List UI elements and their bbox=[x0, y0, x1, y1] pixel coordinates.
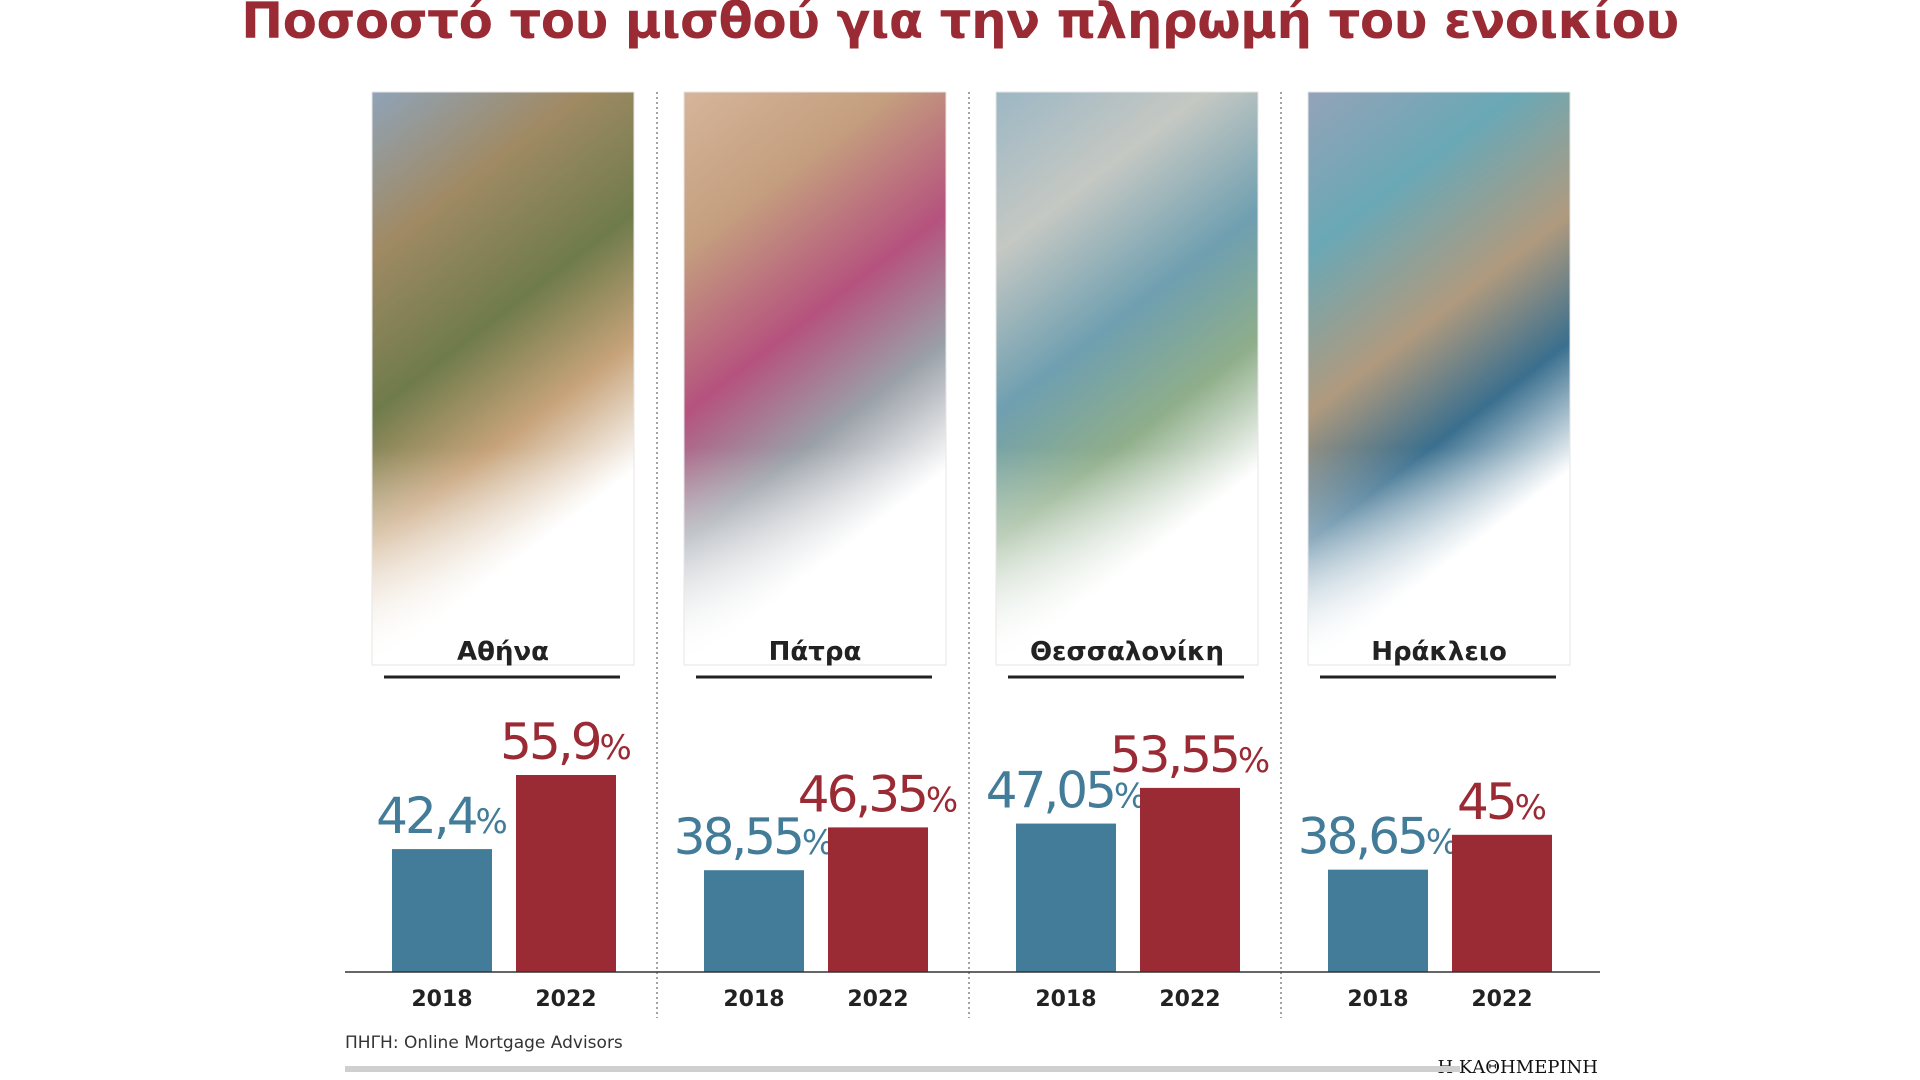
year-label: 2022 bbox=[847, 987, 908, 1012]
data-label-2022: 55,9% bbox=[500, 713, 632, 771]
year-label: 2018 bbox=[1347, 987, 1408, 1012]
city-photo-fade bbox=[372, 92, 634, 665]
year-label: 2018 bbox=[411, 987, 472, 1012]
bar-2018 bbox=[1016, 823, 1116, 972]
city-label: Αθήνα bbox=[457, 637, 549, 667]
bar-2022 bbox=[516, 775, 616, 972]
year-label: 2022 bbox=[535, 987, 596, 1012]
chart-title: Ποσοστό του μισθού για την πληρωμή του ε… bbox=[241, 0, 1679, 50]
year-label: 2018 bbox=[723, 987, 784, 1012]
data-label-2022: 45% bbox=[1457, 773, 1547, 831]
bar-2018 bbox=[392, 849, 492, 972]
city-photo-frame bbox=[371, 91, 635, 666]
bar-2018 bbox=[704, 870, 804, 972]
year-label: 2022 bbox=[1159, 987, 1220, 1012]
data-label-2022: 53,55% bbox=[1110, 726, 1270, 784]
city-photo-fade bbox=[684, 92, 946, 665]
bar-2022 bbox=[1140, 787, 1240, 972]
bar-2018 bbox=[1328, 869, 1428, 972]
city-photo-frame bbox=[995, 91, 1259, 666]
city-photo-fade bbox=[996, 92, 1258, 665]
bar-2022 bbox=[1452, 834, 1552, 972]
year-label: 2022 bbox=[1471, 987, 1532, 1012]
city-label: Ηράκλειο bbox=[1371, 637, 1507, 667]
bar-2022 bbox=[828, 827, 928, 972]
city-photo-fade bbox=[1308, 92, 1570, 665]
city-label: Θεσσαλονίκη bbox=[1030, 637, 1224, 667]
bottom-divider bbox=[345, 1066, 1460, 1072]
city-photo-frame bbox=[683, 91, 947, 666]
data-label-2018: 47,05% bbox=[986, 762, 1146, 820]
data-label-2018: 42,4% bbox=[376, 787, 508, 845]
publisher-logo: Η ΚΑΘΗΜΕΡΙΝΗ bbox=[1437, 1057, 1598, 1078]
source-note: ΠΗΓΗ: Online Mortgage Advisors bbox=[345, 1033, 623, 1053]
data-label-2018: 38,65% bbox=[1298, 808, 1458, 866]
city-label: Πάτρα bbox=[769, 637, 862, 667]
city-photo-frame bbox=[1307, 91, 1571, 666]
data-label-2022: 46,35% bbox=[798, 765, 958, 823]
year-label: 2018 bbox=[1035, 987, 1096, 1012]
